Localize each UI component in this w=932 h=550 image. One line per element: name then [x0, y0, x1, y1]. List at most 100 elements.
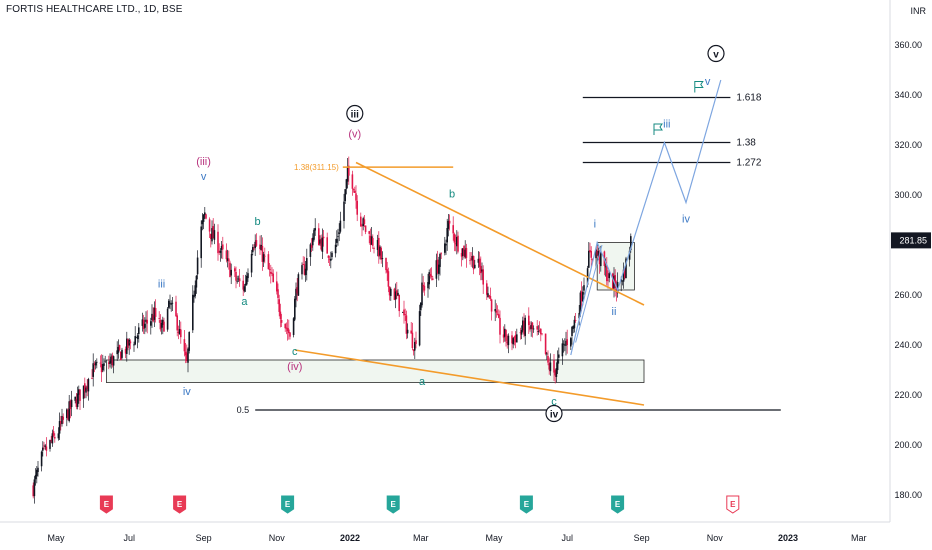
candle-body	[278, 299, 280, 312]
candle-body	[184, 351, 187, 356]
candle-body	[168, 300, 170, 308]
candle-body	[580, 291, 583, 302]
candle-body	[386, 269, 388, 273]
candle-body	[556, 359, 559, 371]
candle-body	[70, 399, 73, 408]
candle-body	[435, 260, 438, 279]
candle-body	[490, 299, 493, 312]
candle-body	[397, 292, 399, 296]
candle-body	[196, 257, 199, 275]
candle-body	[464, 249, 466, 258]
wave-label: i	[594, 219, 596, 231]
candle-body	[506, 342, 508, 344]
candle-body	[170, 303, 172, 305]
candle-body	[628, 250, 631, 260]
candle-body	[200, 226, 202, 259]
candle-body	[260, 244, 262, 251]
candle-body	[57, 433, 60, 439]
projection-path[interactable]	[570, 79, 722, 356]
candle-body	[228, 258, 230, 262]
trendline[interactable]	[294, 349, 645, 406]
candle-body	[381, 258, 384, 259]
candle-body	[334, 244, 337, 254]
candle-body	[570, 338, 572, 347]
candle-body	[79, 389, 81, 401]
candle-body	[462, 248, 464, 256]
x-tick-label: May	[485, 533, 503, 543]
candle-body	[243, 286, 246, 292]
candle-body	[346, 167, 349, 182]
candle-body	[292, 318, 295, 335]
earnings-marker[interactable]	[726, 495, 740, 514]
x-tick-label: Sep	[634, 533, 650, 543]
candle-body	[212, 226, 214, 239]
candle-body	[430, 275, 433, 277]
candle-body	[166, 308, 169, 330]
earnings-marker[interactable]	[611, 495, 625, 514]
earnings-marker-letter: E	[730, 500, 736, 509]
candle-body	[187, 348, 189, 363]
trendline[interactable]	[355, 161, 645, 306]
candle-body	[51, 433, 54, 444]
candle-body	[470, 258, 472, 260]
candle-body	[548, 363, 550, 370]
earnings-marker[interactable]	[281, 495, 295, 514]
x-tick-label: Nov	[707, 533, 724, 543]
candle-body	[183, 339, 186, 352]
earnings-marker[interactable]	[173, 495, 187, 514]
candle-body	[336, 238, 338, 243]
candle-body	[436, 259, 439, 274]
candle-body	[86, 386, 88, 390]
candle-body	[564, 344, 566, 346]
candle-body	[44, 445, 46, 447]
candle-body	[288, 329, 290, 334]
candle-body	[555, 368, 558, 377]
candle-body	[230, 269, 232, 276]
earnings-marker[interactable]	[386, 495, 400, 514]
circled-wave-label: iv	[550, 410, 559, 421]
candle-body	[414, 341, 416, 351]
fib-level-label: 1.272	[736, 158, 761, 169]
earnings-marker-letter: E	[285, 500, 291, 509]
earnings-marker[interactable]	[519, 495, 533, 514]
candle-body	[566, 339, 568, 346]
candle-body	[295, 288, 297, 300]
candle-body	[76, 393, 79, 407]
candle-body	[588, 250, 590, 268]
candle-body	[294, 298, 296, 320]
x-tick-label: Mar	[851, 533, 867, 543]
candle-body	[387, 271, 390, 287]
candle-body	[516, 334, 518, 343]
x-tick-label: 2022	[340, 533, 360, 543]
wave-label: (iii)	[196, 156, 211, 168]
candle-body	[210, 233, 212, 240]
candle-body	[138, 327, 140, 335]
y-tick-label: 320.00	[894, 140, 922, 150]
candle-body	[379, 246, 381, 256]
candle-body	[523, 320, 525, 335]
candle-body	[571, 326, 573, 336]
candle-body	[109, 360, 111, 364]
candle-body	[607, 279, 609, 281]
candle-body	[444, 243, 446, 253]
candle-body	[276, 281, 278, 292]
candle-body	[528, 315, 530, 326]
candle-body	[279, 311, 282, 320]
candle-body	[471, 256, 474, 261]
candle-body	[285, 327, 288, 329]
candle-body	[372, 238, 374, 246]
candle-body	[621, 280, 624, 282]
candle-body	[74, 396, 76, 401]
candle-body	[78, 389, 80, 395]
candle-body	[460, 252, 463, 257]
candle-body	[432, 278, 434, 280]
candle-body	[202, 214, 205, 222]
candle-body	[124, 348, 127, 354]
candle-body	[595, 249, 597, 259]
candle-body	[270, 271, 272, 274]
candle-body	[396, 290, 398, 296]
candle-body	[296, 287, 298, 294]
earnings-marker[interactable]	[99, 495, 113, 514]
candle-body	[284, 323, 286, 329]
